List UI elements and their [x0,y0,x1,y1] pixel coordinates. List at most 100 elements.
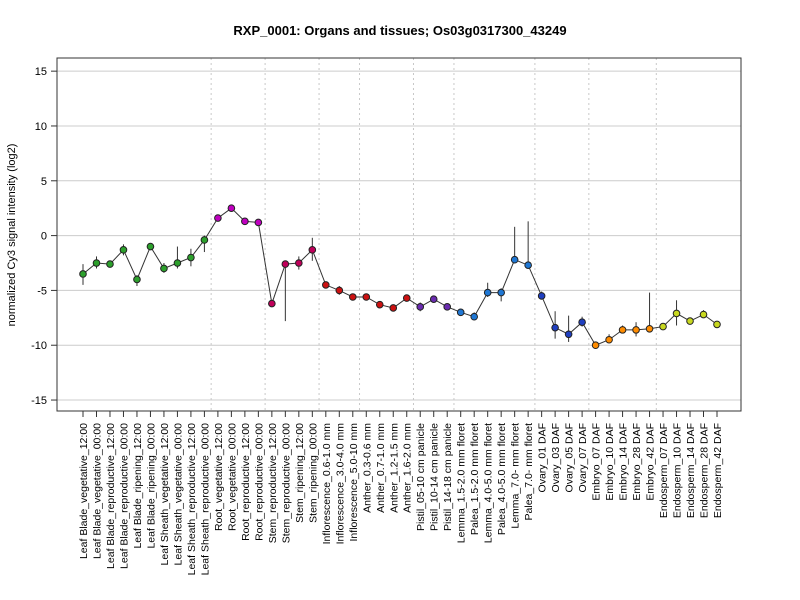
chart-title: RXP_0001: Organs and tissues; Os03g03173… [233,23,566,38]
x-tick-label: Endosperm_10 DAF [672,423,684,518]
data-point [173,259,182,267]
x-tick-label: Anther_1.6-2.0 mm [402,423,414,513]
data-point [402,294,411,302]
data-point [362,293,371,301]
x-tick-label: Leaf Blade_reproductive_00:00 [118,423,130,569]
data-point [348,293,357,301]
x-tick-label: Palea_7.0- mm floret [523,423,535,521]
x-tick-label: Root_reproductive_00:00 [253,423,265,541]
x-tick-label: Stem_reproductive_00:00 [280,423,292,543]
data-point [268,299,276,308]
y-tick-label: -5 [37,285,47,297]
data-point [416,303,425,311]
data-point [133,275,141,284]
data-point [200,236,209,244]
x-tick-label: Anther_1.2-1.5 mm [388,423,400,513]
x-tick-label: Anther_0.7-1.0 mm [375,423,387,513]
point-layer [79,204,721,350]
x-tick-label: Lemma_4.0-5.0 mm floret [483,423,495,543]
x-tick-label: Ovary_01 DAF [537,423,549,492]
x-tick-label: Inflorescence_3.0-4.0 mm [334,423,346,545]
x-tick-label: Leaf Sheath_vegetative_00:00 [172,423,184,566]
x-tick-label: Embryo_14 DAF [618,423,630,501]
x-tick-label: Inflorescence_5.0-10 mm [348,423,360,542]
data-point [510,255,519,264]
data-point [497,288,505,297]
y-axis-label: normalized Cy3 signal intensity (log2) [6,144,18,327]
x-tick-label: Embryo_28 DAF [631,423,643,501]
data-point [429,295,438,303]
x-tick-label: Embryo_10 DAF [604,423,616,501]
data-point [672,309,681,318]
x-tick-label: Leaf Sheath_vegetative_12:00 [159,423,171,566]
x-tick-label: Leaf Blade_ripening_00:00 [145,423,157,549]
x-tick-label: Pistil_05-10 cm panicle [415,423,427,531]
x-tick-label: Stem_reproductive_12:00 [267,423,279,543]
data-point [146,242,155,251]
x-tick-label: Ovary_03 DAF [550,423,562,492]
data-point [119,246,128,254]
data-point [483,288,492,297]
x-tick-label: Stem_ripening_12:00 [294,423,306,523]
x-tick-label: Leaf Blade_vegetative_12:00 [78,423,90,559]
data-point [79,270,87,278]
x-tick-label: Ovary_05 DAF [564,423,576,492]
data-point [375,300,384,309]
data-point [645,324,654,333]
data-point [713,320,721,329]
x-tick-label: Palea_1.5-2.0 mm floret [469,423,481,535]
data-point [578,318,586,327]
data-point [659,322,667,331]
data-point [308,246,317,254]
grid-layer [57,70,741,401]
x-tick-label: Endosperm_14 DAF [685,423,697,518]
x-tick-label: Stem_ripening_00:00 [307,423,319,523]
data-point [605,335,613,344]
x-tick-label: Pistil_14-18 cm panicle [442,423,454,531]
data-point [322,281,330,289]
y-tick-label: 10 [35,121,47,133]
data-point [92,259,101,267]
x-tick-label: Palea_4.0-5.0 mm floret [496,423,508,535]
data-point [389,304,398,312]
x-tick-label: Embryo_07 DAF [591,423,603,501]
x-tick-label: Root_reproductive_12:00 [240,423,252,541]
x-axis: Leaf Blade_vegetative_12:00 Leaf Blade_ve… [78,411,724,575]
data-point [591,341,600,350]
x-tick-label: Endosperm_42 DAF [712,423,724,518]
x-tick-label: Endosperm_28 DAF [699,423,711,518]
data-point [187,253,195,262]
data-point [537,292,546,300]
x-tick-label: Leaf Blade_vegetative_00:00 [91,423,103,559]
y-tick-label: 0 [41,231,47,243]
data-point [160,264,168,273]
data-point [686,317,694,325]
x-tick-label: Embryo_42 DAF [645,423,657,501]
data-point [443,303,452,311]
y-tick-label: 5 [41,176,47,188]
y-tick-label: 15 [35,66,47,78]
y-axis: -15 -10 -5 0 5 10 15 [31,66,57,407]
data-point [699,310,708,319]
data-point [281,260,290,268]
data-point [632,326,640,334]
x-tick-label: Pistil_10-14 cm panicle [429,423,441,531]
y-tick-label: -15 [31,395,47,407]
data-point [524,261,532,269]
x-tick-label: Lemma_1.5-2.0 mm floret [456,423,468,543]
data-point [227,204,236,212]
x-tick-label: Anther_0.3-0.6 mm [361,423,373,513]
data-point [241,217,249,226]
data-point [456,308,465,317]
x-tick-label: Root_vegetative_12:00 [213,423,225,531]
x-tick-label: Leaf Blade_reproductive_12:00 [105,423,117,569]
x-tick-label: Lemma_7.0- mm floret [510,423,522,529]
x-tick-label: Leaf Sheath_reproductive_00:00 [199,423,211,576]
data-point [254,218,263,227]
x-tick-label: Ovary_07 DAF [577,423,589,492]
x-tick-label: Root_vegetative_00:00 [226,423,238,531]
x-tick-label: Inflorescence_0.6-1.0 mm [321,423,333,545]
data-point [106,260,114,268]
